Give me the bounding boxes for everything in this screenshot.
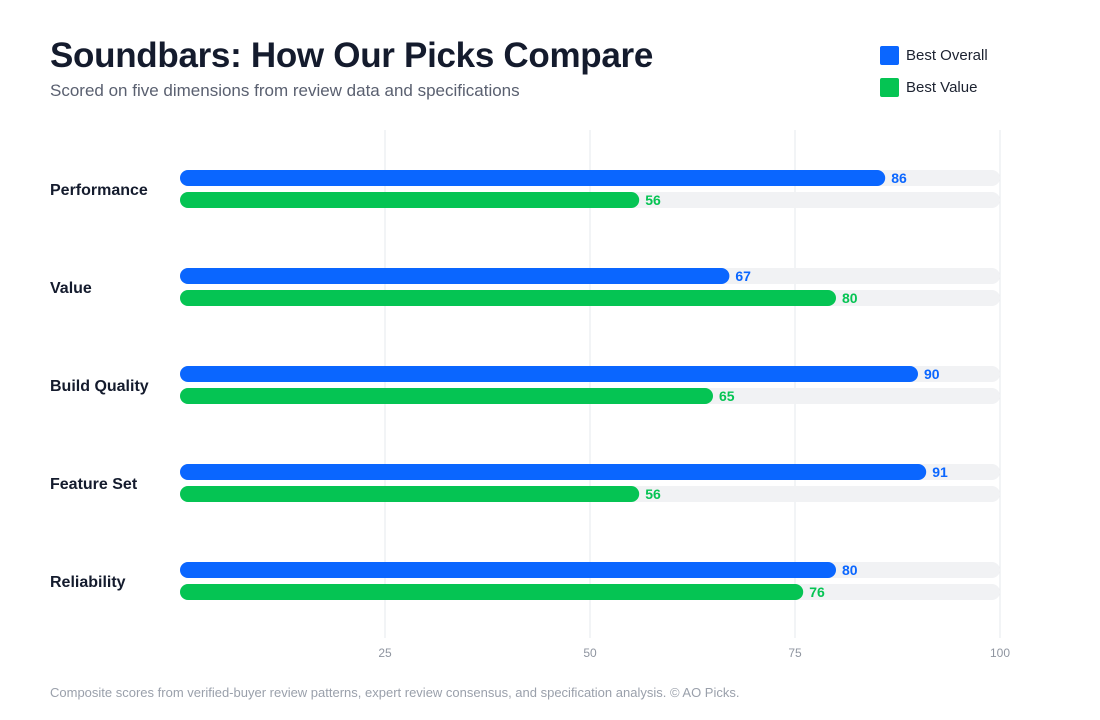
category-label-build-quality: Build Quality (50, 378, 149, 395)
x-tick-label-50: 50 (583, 646, 597, 660)
category-label-feature-set: Feature Set (50, 476, 138, 493)
value-label-reliability-best-overall: 80 (842, 562, 858, 578)
value-label-value-best-overall: 67 (735, 268, 751, 284)
legend-swatch-best-value (880, 77, 899, 97)
value-label-feature-set-best-value: 56 (645, 486, 661, 502)
bar-feature-set-best-value (180, 486, 640, 502)
chart-footnote: Composite scores from verified-buyer rev… (50, 685, 740, 700)
chart-legend: Best Overall Best Value (880, 45, 988, 109)
bar-value-best-value (180, 290, 836, 306)
x-tick-label-75: 75 (788, 646, 802, 660)
category-label-value: Value (50, 280, 92, 297)
legend-item-best-value: Best Value (880, 77, 988, 97)
bar-build-quality-best-overall (180, 366, 918, 382)
bar-build-quality-best-value (180, 388, 713, 404)
value-label-performance-best-value: 56 (645, 192, 661, 208)
bar-performance-best-overall (180, 170, 886, 186)
value-label-build-quality-best-overall: 90 (924, 366, 940, 382)
legend-item-best-overall: Best Overall (880, 45, 988, 65)
chart-title: Soundbars: How Our Picks Compare (50, 36, 654, 75)
category-label-performance: Performance (50, 182, 148, 199)
chart-subtitle: Scored on five dimensions from review da… (50, 81, 520, 100)
value-label-reliability-best-value: 76 (809, 584, 825, 600)
value-label-feature-set-best-overall: 91 (932, 464, 948, 480)
category-label-reliability: Reliability (50, 574, 126, 591)
legend-swatch-best-overall (880, 45, 899, 65)
bar-reliability-best-overall (180, 562, 836, 578)
bar-feature-set-best-overall (180, 464, 927, 480)
x-tick-label-25: 25 (378, 646, 392, 660)
value-label-build-quality-best-value: 65 (719, 388, 735, 404)
legend-label-best-overall: Best Overall (906, 46, 988, 64)
x-tick-label-100: 100 (990, 646, 1010, 660)
bar-value-best-overall (180, 268, 730, 284)
bar-performance-best-value (180, 192, 640, 208)
value-label-value-best-value: 80 (842, 290, 858, 306)
bar-reliability-best-value (180, 584, 804, 600)
value-label-performance-best-overall: 86 (891, 170, 907, 186)
legend-label-best-value: Best Value (906, 78, 978, 96)
